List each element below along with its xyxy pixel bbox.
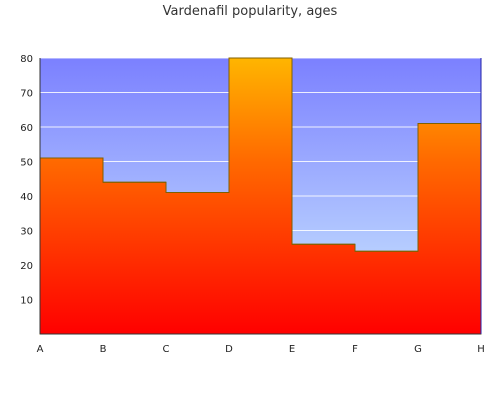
x-tick-label: C (163, 344, 170, 355)
y-tick-label: 60 (20, 123, 33, 134)
y-tick-label: 10 (20, 296, 33, 307)
chart-title: Vardenafil popularity, ages (162, 4, 338, 19)
y-tick-label: 20 (20, 261, 33, 272)
x-tick-label: H (477, 344, 485, 355)
y-tick-label: 30 (20, 227, 33, 238)
y-tick-label: 50 (20, 158, 33, 169)
x-tick-label: A (37, 344, 44, 355)
x-tick-label: F (352, 344, 358, 355)
x-tick-label: G (414, 344, 422, 355)
x-tick-label: E (289, 344, 295, 355)
x-tick-label: D (225, 344, 233, 355)
x-tick-label: B (100, 344, 107, 355)
y-tick-label: 40 (20, 192, 33, 203)
y-tick-label: 70 (20, 89, 33, 100)
y-tick-label: 80 (20, 54, 33, 65)
